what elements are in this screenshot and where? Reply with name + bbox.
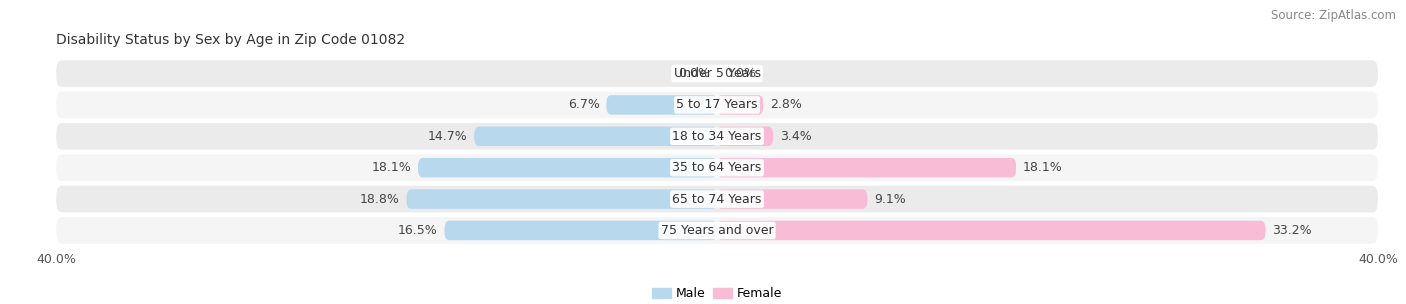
- FancyBboxPatch shape: [56, 60, 1378, 87]
- FancyBboxPatch shape: [444, 221, 717, 240]
- Text: 16.5%: 16.5%: [398, 224, 437, 237]
- Text: 65 to 74 Years: 65 to 74 Years: [672, 192, 762, 206]
- Text: Source: ZipAtlas.com: Source: ZipAtlas.com: [1271, 9, 1396, 22]
- Text: 0.0%: 0.0%: [724, 67, 755, 80]
- FancyBboxPatch shape: [606, 95, 717, 115]
- Text: 9.1%: 9.1%: [875, 192, 905, 206]
- Text: 33.2%: 33.2%: [1272, 224, 1312, 237]
- Text: Disability Status by Sex by Age in Zip Code 01082: Disability Status by Sex by Age in Zip C…: [56, 33, 405, 47]
- Text: 18.1%: 18.1%: [1022, 161, 1063, 174]
- FancyBboxPatch shape: [717, 221, 1265, 240]
- FancyBboxPatch shape: [717, 158, 1017, 178]
- Text: 18 to 34 Years: 18 to 34 Years: [672, 130, 762, 143]
- Text: Under 5 Years: Under 5 Years: [673, 67, 761, 80]
- Text: 35 to 64 Years: 35 to 64 Years: [672, 161, 762, 174]
- Text: 2.8%: 2.8%: [770, 98, 801, 112]
- FancyBboxPatch shape: [56, 217, 1378, 244]
- FancyBboxPatch shape: [56, 92, 1378, 118]
- FancyBboxPatch shape: [418, 158, 717, 178]
- Text: 14.7%: 14.7%: [427, 130, 468, 143]
- Text: 18.1%: 18.1%: [371, 161, 412, 174]
- FancyBboxPatch shape: [406, 189, 717, 209]
- Text: 75 Years and over: 75 Years and over: [661, 224, 773, 237]
- FancyBboxPatch shape: [717, 126, 773, 146]
- FancyBboxPatch shape: [474, 126, 717, 146]
- FancyBboxPatch shape: [56, 186, 1378, 212]
- FancyBboxPatch shape: [717, 95, 763, 115]
- FancyBboxPatch shape: [717, 189, 868, 209]
- Text: 0.0%: 0.0%: [679, 67, 710, 80]
- FancyBboxPatch shape: [56, 123, 1378, 150]
- Text: 6.7%: 6.7%: [568, 98, 600, 112]
- Text: 18.8%: 18.8%: [360, 192, 399, 206]
- Legend: Male, Female: Male, Female: [647, 282, 787, 304]
- Text: 5 to 17 Years: 5 to 17 Years: [676, 98, 758, 112]
- FancyBboxPatch shape: [56, 154, 1378, 181]
- Text: 3.4%: 3.4%: [780, 130, 811, 143]
